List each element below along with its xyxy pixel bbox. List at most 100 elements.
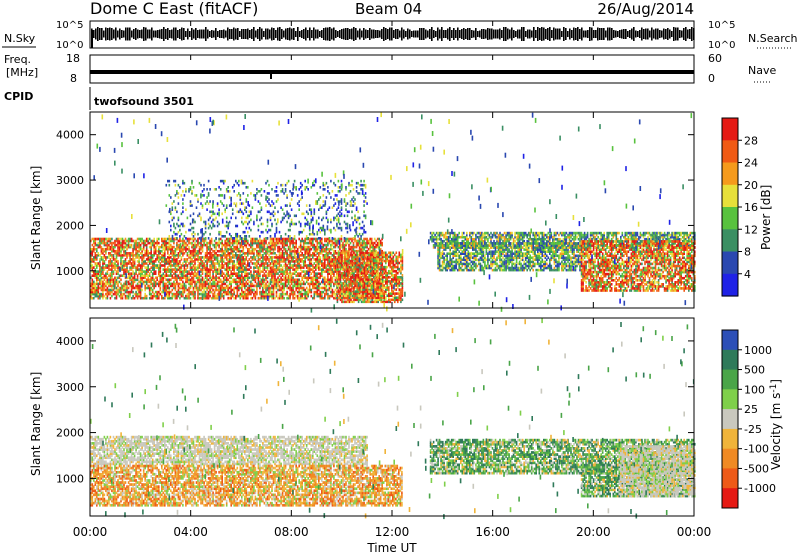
power-echo-cell (98, 242, 100, 245)
power-echo-cell (128, 291, 130, 294)
power-echo-cell (285, 238, 287, 241)
power-echo-cell (113, 270, 115, 273)
power-echo-cell (224, 240, 226, 243)
power-echo-cell (271, 291, 273, 294)
power-echo-cell (104, 248, 106, 251)
noise-bar (373, 30, 375, 39)
power-echo-cell (273, 238, 275, 241)
power-echo-cell (303, 281, 305, 284)
noise-bar (301, 30, 303, 38)
power-echo-cell (224, 268, 226, 271)
power-echo-cell (354, 238, 356, 241)
noise-bar (601, 28, 603, 40)
power-echo-cell (223, 244, 225, 247)
power-echo-cell (352, 258, 354, 261)
power-echo-cell (320, 240, 322, 243)
power-echo-cell (199, 242, 201, 245)
power-echo-cell (173, 268, 175, 271)
power-echo-cell (261, 270, 263, 273)
power-echo-cell (304, 283, 306, 286)
power-echo-cell (160, 293, 162, 296)
power-echo-cell (332, 277, 334, 280)
noise-bar (267, 29, 269, 40)
power-echo-cell (352, 292, 354, 295)
power-echo-cell (135, 266, 137, 269)
power-echo-cell (277, 246, 279, 249)
power-echo-cell (217, 277, 219, 280)
power-echo-cell (101, 266, 103, 269)
noise-bar (485, 30, 487, 39)
power-echo-cell (152, 295, 154, 298)
power-echo-cell (202, 291, 204, 294)
power-echo-cell (138, 242, 140, 245)
power-echo-cell (261, 291, 263, 294)
power-echo-cell (105, 248, 107, 251)
power-echo-cell (337, 290, 339, 293)
noise-bar (409, 30, 411, 39)
power-echo-cell (270, 287, 272, 290)
noise-bar (415, 31, 417, 38)
power-echo-cell (371, 238, 373, 241)
noise-bar (139, 30, 141, 38)
power-echo-cell (347, 288, 349, 291)
power-echo-cell (105, 289, 107, 292)
noise-bar (193, 30, 195, 39)
power-echo-cell (288, 254, 290, 257)
power-echo-cell (170, 297, 172, 300)
power-echo-cell (350, 292, 352, 295)
noise-bar (593, 30, 595, 38)
noise-bar (129, 28, 131, 41)
power-echo-cell (98, 283, 100, 286)
power-echo-cell (137, 283, 139, 286)
power-echo-cell (256, 270, 258, 273)
power-echo-cell (350, 238, 352, 241)
noise-bar (143, 27, 145, 41)
power-echo-cell (208, 246, 210, 249)
power-echo-cell (291, 240, 293, 243)
power-echo-cell (126, 295, 128, 298)
power-echo-cell (167, 279, 169, 282)
power-echo-cell (357, 240, 359, 243)
noise-bar (109, 28, 111, 41)
power-echo-cell (351, 246, 353, 249)
power-echo-cell (270, 256, 272, 259)
power-echo-cell (326, 285, 328, 288)
power-echo-cell (107, 277, 109, 280)
noise-bar (411, 31, 413, 37)
power-echo-cell (116, 238, 118, 241)
power-echo-cell (324, 244, 326, 247)
power-echo-cell (324, 277, 326, 280)
power-echo-cell (116, 287, 118, 290)
power-echo-cell (301, 252, 303, 255)
power-echo-cell (311, 277, 313, 280)
noise-bar (133, 29, 135, 39)
power-echo-cell (262, 240, 264, 243)
power-echo-cell (160, 262, 162, 265)
power-echo-cell (306, 264, 308, 267)
power-echo-cell (274, 238, 276, 241)
noise-bar (161, 29, 163, 39)
power-echo-cell (169, 287, 171, 290)
noise-bar (483, 29, 485, 39)
power-echo-cell (286, 297, 288, 300)
power-echo-cell (364, 262, 366, 265)
power-echo-cell (335, 289, 337, 292)
power-echo-cell (146, 279, 148, 282)
power-echo-cell (131, 297, 133, 300)
power-echo-cell (190, 297, 192, 300)
power-echo-cell (184, 297, 186, 300)
power-echo-cell (129, 291, 131, 294)
noise-bar (689, 29, 691, 39)
power-echo-cell (358, 282, 360, 285)
power-echo-cell (237, 266, 239, 269)
power-echo-cell (323, 297, 325, 300)
power-echo-cell (300, 272, 302, 275)
noise-bar (565, 28, 567, 40)
noise-bar (597, 28, 599, 41)
noise-bar (529, 30, 531, 39)
power-echo-cell (314, 291, 316, 294)
power-echo-cell (150, 240, 152, 243)
power-echo-cell (326, 279, 328, 282)
noise-bar (687, 30, 689, 39)
power-echo-cell (156, 291, 158, 294)
